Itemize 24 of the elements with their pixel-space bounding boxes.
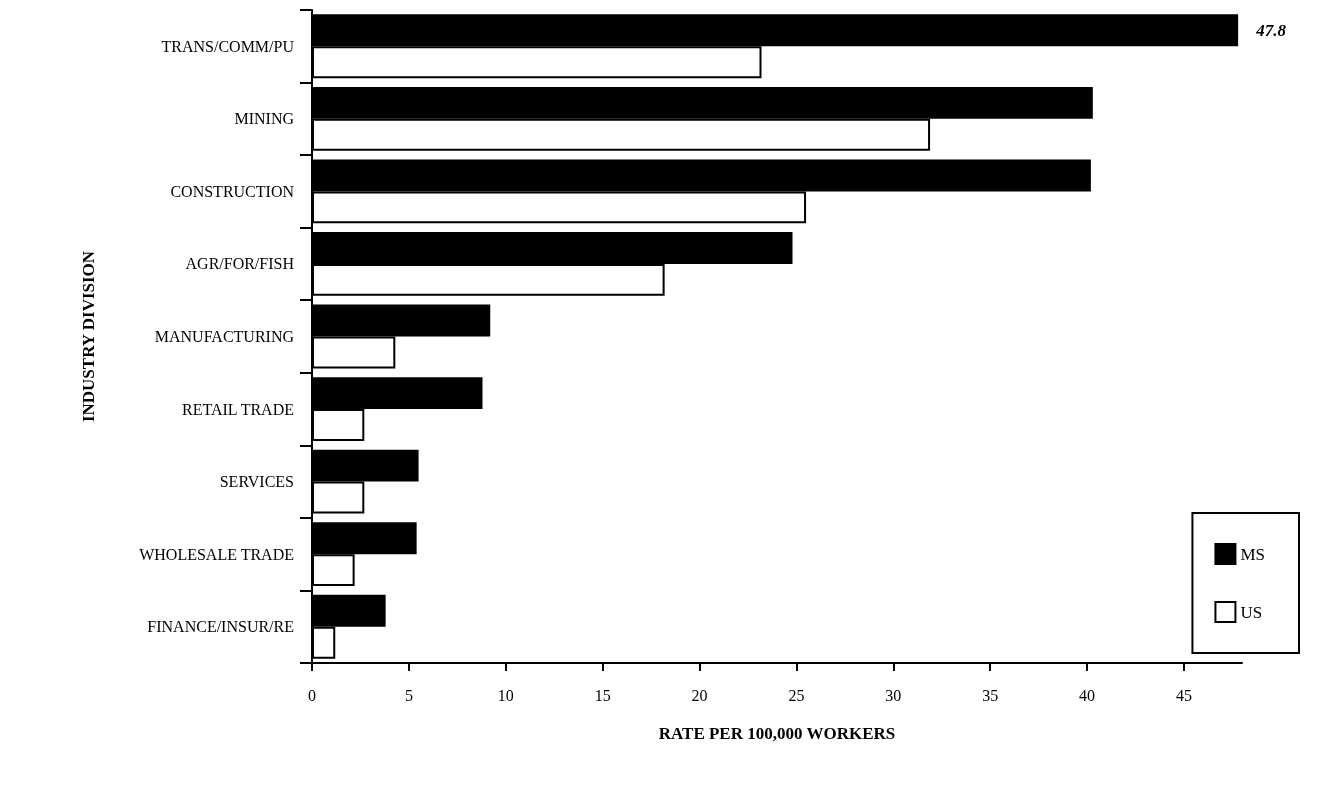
- x-axis-title: RATE PER 100,000 WORKERS: [658, 724, 896, 743]
- x-tick-label: 15: [594, 686, 611, 704]
- y-tick-label: AGR/FOR/FISH: [185, 255, 295, 273]
- y-tick-label: TRANS/COMM/PU: [161, 37, 295, 55]
- x-tick-label: 0: [308, 686, 316, 704]
- x-tick-label: 35: [982, 686, 999, 704]
- y-axis-title: INDUSTRY DIVISION: [79, 250, 98, 423]
- x-tick-label: 30: [885, 686, 902, 704]
- x-tick-label: 5: [404, 686, 413, 704]
- x-tick-label: 45: [1175, 686, 1192, 704]
- y-tick-label: SERVICES: [219, 473, 294, 491]
- legend-label: MS: [1240, 544, 1266, 564]
- y-tick-label: MANUFACTURING: [154, 328, 295, 345]
- y-tick-label: WHOLESALE TRADE: [139, 545, 294, 563]
- y-tick-label: RETAIL TRADE: [181, 400, 294, 418]
- x-tick-label: 40: [1079, 686, 1095, 704]
- x-tick-label: 10: [497, 686, 514, 704]
- x-tick-label: 20: [691, 686, 708, 704]
- y-tick-label: CONSTRUCTION: [170, 182, 295, 200]
- legend-label: US: [1240, 602, 1263, 622]
- y-tick-label: MINING: [234, 110, 295, 128]
- data-label: 47.8: [1255, 20, 1287, 40]
- y-tick-label: FINANCE/INSUR/RE: [147, 618, 294, 636]
- x-tick-label: 25: [788, 686, 805, 704]
